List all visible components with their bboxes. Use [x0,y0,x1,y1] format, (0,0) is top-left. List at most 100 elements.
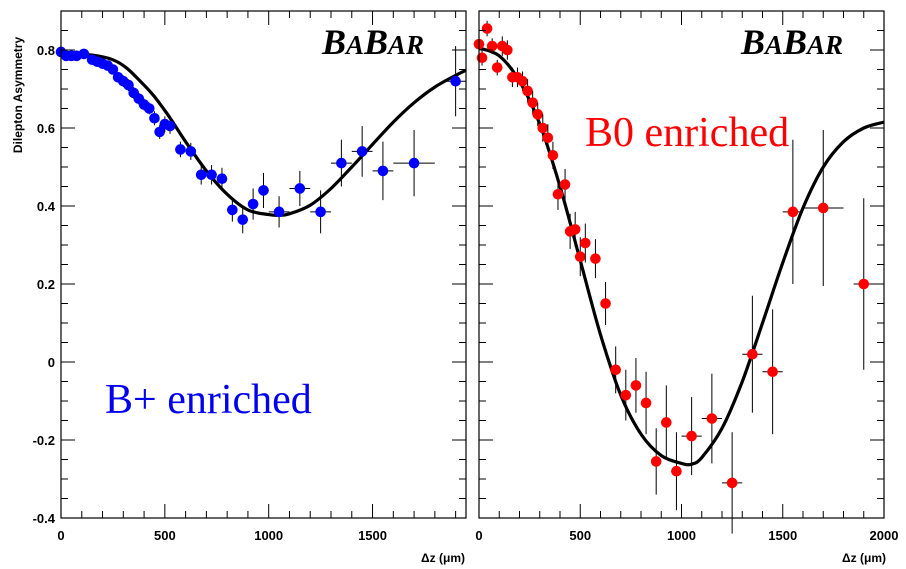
data-point [310,190,331,234]
data-point [237,206,249,234]
data-marker [356,146,368,157]
data-marker [377,165,389,177]
y-tick-label: -0.4 [33,511,56,526]
data-point [247,188,259,220]
data-point [547,141,559,169]
plot-frame [60,10,467,519]
data-marker [315,206,326,218]
data-point [195,165,207,185]
axes-layer: 0 500 1000 1500 -0.4 -0.2 0 0.2 0.4 0.6 0.8 [33,10,467,543]
data-point [206,165,217,185]
data-point [782,139,803,284]
data-marker [517,75,528,87]
data-marker [185,146,197,157]
y-tick-label: 0.8 [37,43,55,58]
data-point [650,428,662,495]
x-axis-title-left: Δz (μm) [421,551,465,565]
data-point [569,211,581,247]
data-points-layer [473,20,874,534]
data-point [445,46,466,117]
data-marker [590,253,601,264]
data-marker [726,477,738,489]
data-marker [143,103,155,114]
data-marker [527,97,538,108]
data-point [258,172,269,208]
data-marker [610,364,621,376]
data-point [164,118,176,134]
data-point [610,346,621,394]
data-marker [175,144,186,155]
data-points-layer [55,46,466,234]
data-point [580,223,591,263]
data-point [185,142,197,160]
y-tick-label: 0 [48,355,55,370]
data-marker [481,23,493,34]
x-tick-label: 2000 [870,528,899,543]
data-marker [706,413,718,424]
data-point [331,139,352,187]
data-marker [620,389,632,401]
y-tick-label: -0.2 [33,433,55,448]
x-tick-label: 0 [475,528,482,543]
y-tick-label: 0.4 [37,199,56,214]
data-point [227,198,238,222]
data-point [762,309,783,435]
y-tick-label: 0.6 [37,121,55,136]
data-marker [547,150,559,161]
data-point [559,168,571,201]
data-point [175,141,186,158]
fit-curve-layer [60,50,467,218]
data-point [542,124,554,152]
data-marker [574,251,586,262]
fit-curve [60,50,467,218]
data-point [527,90,538,115]
data-marker [532,109,544,120]
data-marker [206,169,217,181]
data-point [671,432,682,511]
data-marker [522,85,533,97]
x-tick-label: 500 [154,528,176,543]
data-marker [164,120,176,132]
data-point [517,71,528,91]
data-marker [123,79,134,91]
x-tick-label: 1000 [667,528,696,543]
data-marker [476,52,488,64]
data-marker [858,278,870,290]
data-marker [542,132,554,144]
data-marker [747,348,758,360]
data-point [502,40,513,60]
babar-logo: BABAR [321,22,424,62]
babar-logo: BABAR [740,22,843,62]
data-marker [258,185,269,196]
data-point [393,129,435,197]
panel-label: B0 enriched [585,110,789,156]
data-point [681,397,702,476]
data-marker [336,157,347,169]
data-point [640,371,652,435]
data-marker [640,397,652,409]
data-marker [294,183,306,194]
data-point [522,79,533,103]
data-marker [195,169,207,181]
y-tick-label: 0.2 [37,277,55,292]
data-point [491,59,503,76]
data-marker [149,112,160,124]
axes-layer: 0 500 1000 1500 2000 [475,10,899,543]
data-point [661,385,672,460]
x-tick-label: 500 [569,528,591,543]
data-marker [569,224,581,235]
data-marker [552,189,564,200]
data-marker [671,465,682,477]
data-point [481,20,493,37]
data-marker [559,179,571,190]
data-marker [630,380,642,391]
data-point [107,64,119,75]
data-marker [502,44,513,56]
data-marker [273,206,285,218]
left-panel: 0 500 1000 1500-0.4-0.200.20.40.60.8 BABAR … [33,10,467,543]
data-point [486,38,498,54]
data-marker [767,366,778,378]
data-marker [486,40,498,52]
data-marker [247,198,259,210]
